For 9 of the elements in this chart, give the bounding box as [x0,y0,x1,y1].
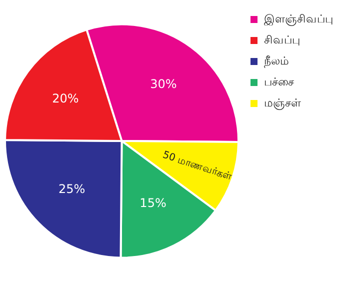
legend-label: நீலம் [264,54,289,68]
legend-label: மஞ்சள் [264,96,301,110]
legend-label: பச்சை [264,75,294,88]
data-label: 30% [150,76,177,91]
legend-label: சிவப்பு [264,33,300,46]
data-label: 25% [58,182,86,196]
data-label: 15% [140,196,166,210]
legend-label: இளஞ்சிவப்பு [264,12,333,26]
data-label: 20% [52,91,79,106]
